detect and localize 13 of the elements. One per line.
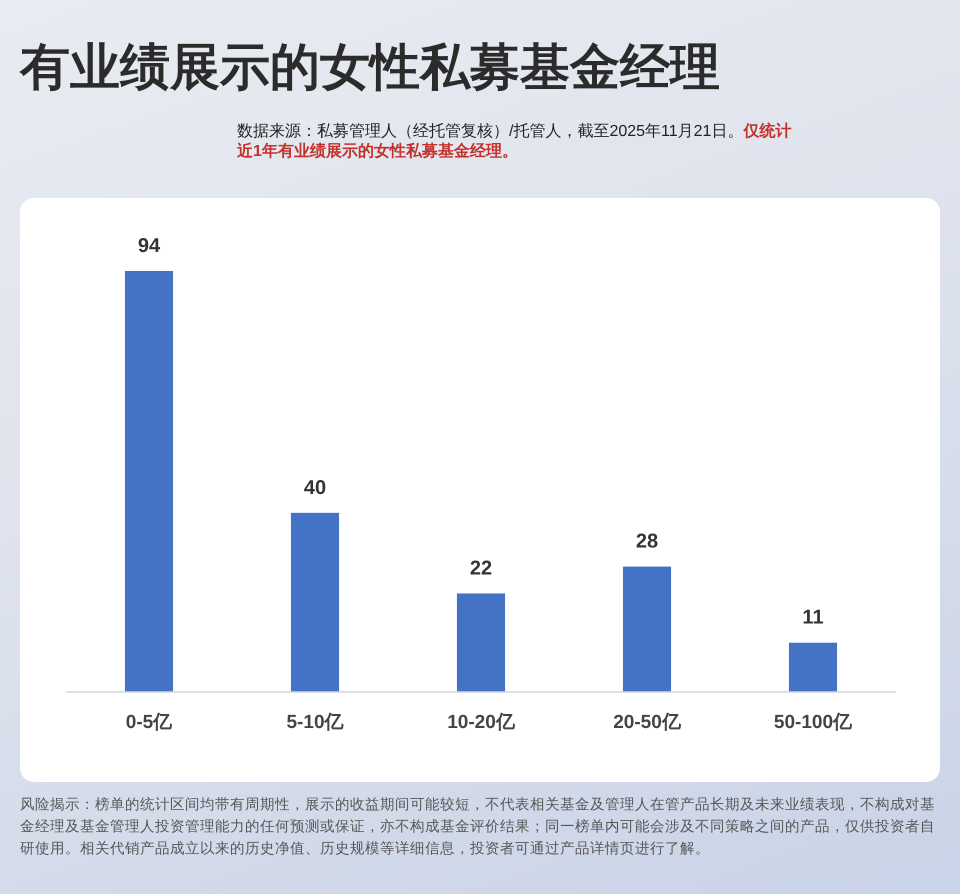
title: 有业绩展示的女性私募基金经理 [20,38,720,97]
x-tick-label: 20-50亿 [613,712,681,733]
source-note: 数据来源：私募管理人（经托管复核）/托管人，截至2025年11月21日。仅统计近1年有业绩展示的女性私募基金经理。 [237,122,792,162]
data-label: 94 [138,235,160,257]
data-label: 22 [470,557,492,580]
data-label: 11 [802,606,824,629]
x-tick-label: 5-10亿 [286,712,344,733]
x-tick-label: 50-100亿 [774,712,852,733]
data-label: 40 [304,476,326,499]
disclaimer: 风险揭示：榜单的统计区间均带有周期性，展示的收益期间可能较短，不代表相关基金及管理人在管产品长期及未来业绩表现，不构成对基金经理及基金管理人投资管理能力的任何预测或保证，亦不构成基金评价结果；同一榜单内可能会涉及不同策略之间的产品，仅供投资者自研使用。相关代销产品成立以来的历史净值、历史规模等详细信息，投资者可通过产品详情页进行了解。 [20,796,935,859]
x-tick-label: 10-20亿 [447,712,515,733]
data-label: 28 [636,530,658,553]
x-tick-label: 0-5亿 [126,712,172,733]
